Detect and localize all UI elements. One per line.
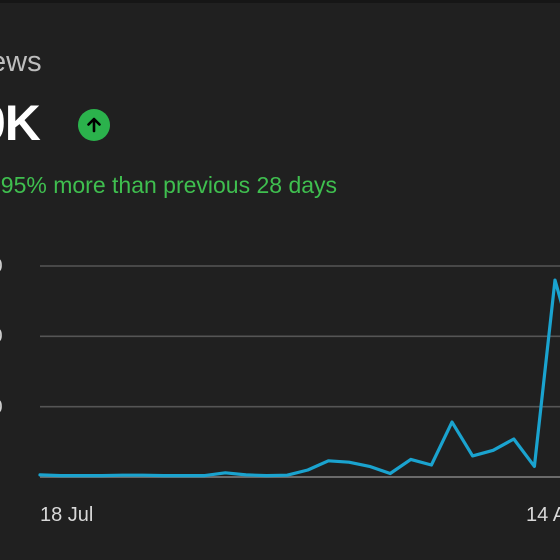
metric-value: 0K	[0, 95, 41, 151]
series-line	[38, 278, 560, 478]
arrow-up-circle-icon	[78, 109, 110, 141]
x-tick-label: 18 Jul	[40, 504, 94, 526]
y-tick-label: 0	[0, 397, 3, 419]
metric-label: ews	[0, 46, 42, 78]
arrow-up-glyph	[87, 117, 101, 133]
comparison-text: 795% more than previous 28 days	[0, 172, 338, 198]
gridlines	[40, 265, 560, 478]
top-divider	[0, 0, 560, 3]
y-tick-label: 0	[0, 326, 3, 348]
x-tick-label: 14 A	[526, 504, 560, 526]
y-tick-label: 0	[0, 256, 3, 278]
